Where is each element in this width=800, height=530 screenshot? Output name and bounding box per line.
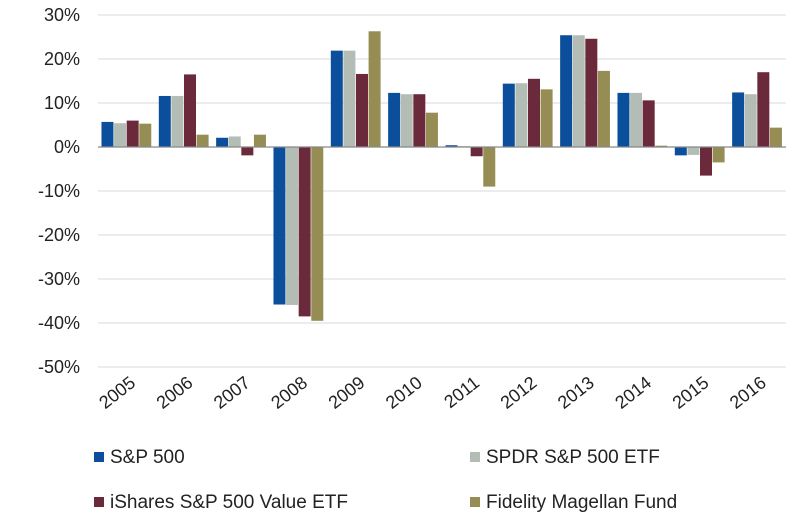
- bar: [368, 31, 381, 148]
- y-tick-label: -20%: [38, 225, 80, 245]
- bar: [502, 83, 515, 147]
- bar: [388, 92, 401, 147]
- bar: [572, 35, 585, 147]
- legend-swatch: [94, 497, 104, 507]
- bar: [515, 83, 528, 147]
- bar: [528, 78, 540, 147]
- bar: [483, 147, 496, 187]
- bar: [400, 94, 413, 147]
- bar: [196, 134, 209, 147]
- legend-swatch: [470, 452, 480, 462]
- y-tick-label: -40%: [38, 313, 80, 333]
- x-tick-label: 2010: [382, 372, 426, 412]
- x-tick-label: 2005: [95, 372, 139, 412]
- bar: [655, 145, 668, 147]
- x-tick-label: 2008: [267, 372, 311, 412]
- bar: [273, 147, 286, 305]
- bar: [732, 92, 745, 147]
- bar: [101, 121, 114, 147]
- y-axis-tick-labels: 30% 20% 10% 0% -10% -20% -30% -40% -50%: [38, 5, 80, 377]
- bar: [674, 147, 687, 156]
- y-tick-label: -50%: [38, 357, 80, 377]
- bar: [311, 147, 324, 321]
- x-tick-label: 2015: [669, 372, 713, 412]
- bar: [630, 92, 643, 147]
- bar: [286, 147, 299, 305]
- bar: [216, 137, 229, 147]
- x-tick-label: 2006: [153, 372, 197, 412]
- bar: [744, 94, 757, 147]
- bar: [184, 74, 196, 147]
- y-tick-label: -10%: [38, 181, 80, 201]
- bar: [241, 147, 254, 156]
- bar: [298, 147, 311, 317]
- bar: [228, 136, 241, 147]
- legend-label: iShares S&P 500 Value ETF: [110, 492, 348, 513]
- bar: [540, 89, 553, 147]
- bar: [139, 123, 152, 147]
- bar: [687, 147, 700, 155]
- y-tick-label: -30%: [38, 269, 80, 289]
- x-tick-label: 2011: [440, 372, 483, 412]
- bars: [101, 31, 782, 321]
- gridlines: [98, 14, 786, 368]
- bar: [769, 127, 782, 147]
- x-tick-label: 2013: [554, 372, 598, 412]
- bar: [126, 120, 139, 147]
- bar: [470, 147, 483, 157]
- bar: [585, 38, 598, 148]
- bar: [700, 147, 712, 176]
- y-tick-label: 0%: [54, 137, 80, 157]
- bar: [171, 95, 184, 147]
- x-tick-label: 2007: [210, 372, 254, 412]
- bar: [560, 35, 573, 147]
- bar: [597, 70, 610, 147]
- legend-label: S&P 500: [110, 447, 185, 468]
- x-tick-label: 2009: [325, 372, 369, 412]
- bar: [712, 147, 725, 163]
- legend-swatch: [94, 452, 104, 462]
- legend-label: SPDR S&P 500 ETF: [486, 447, 660, 468]
- x-tick-label: 2014: [611, 372, 655, 412]
- bar: [330, 50, 343, 147]
- y-tick-label: 10%: [44, 93, 80, 113]
- x-tick-label: 2012: [497, 372, 541, 412]
- bar: [114, 123, 127, 147]
- bar: [617, 92, 630, 147]
- bar: [642, 100, 655, 147]
- bar: [356, 73, 368, 147]
- bar: [158, 95, 171, 147]
- bar: [757, 72, 770, 147]
- legend: S&P 500 SPDR S&P 500 ETF iShares S&P 500 V…: [94, 447, 677, 513]
- x-axis-tick-labels: 2005 2006 2007 2008 2009 2010 2011 2012 2013 2014…: [95, 372, 770, 412]
- y-tick-label: 30%: [44, 5, 80, 25]
- y-tick-label: 20%: [44, 49, 80, 69]
- bar: [425, 112, 438, 147]
- bar: [445, 145, 458, 147]
- bar: [343, 50, 356, 147]
- bar: [253, 134, 266, 147]
- x-tick-label: 2016: [726, 372, 770, 412]
- legend-label: Fidelity Magellan Fund: [486, 492, 677, 513]
- bar: [413, 94, 426, 147]
- legend-swatch: [470, 497, 480, 507]
